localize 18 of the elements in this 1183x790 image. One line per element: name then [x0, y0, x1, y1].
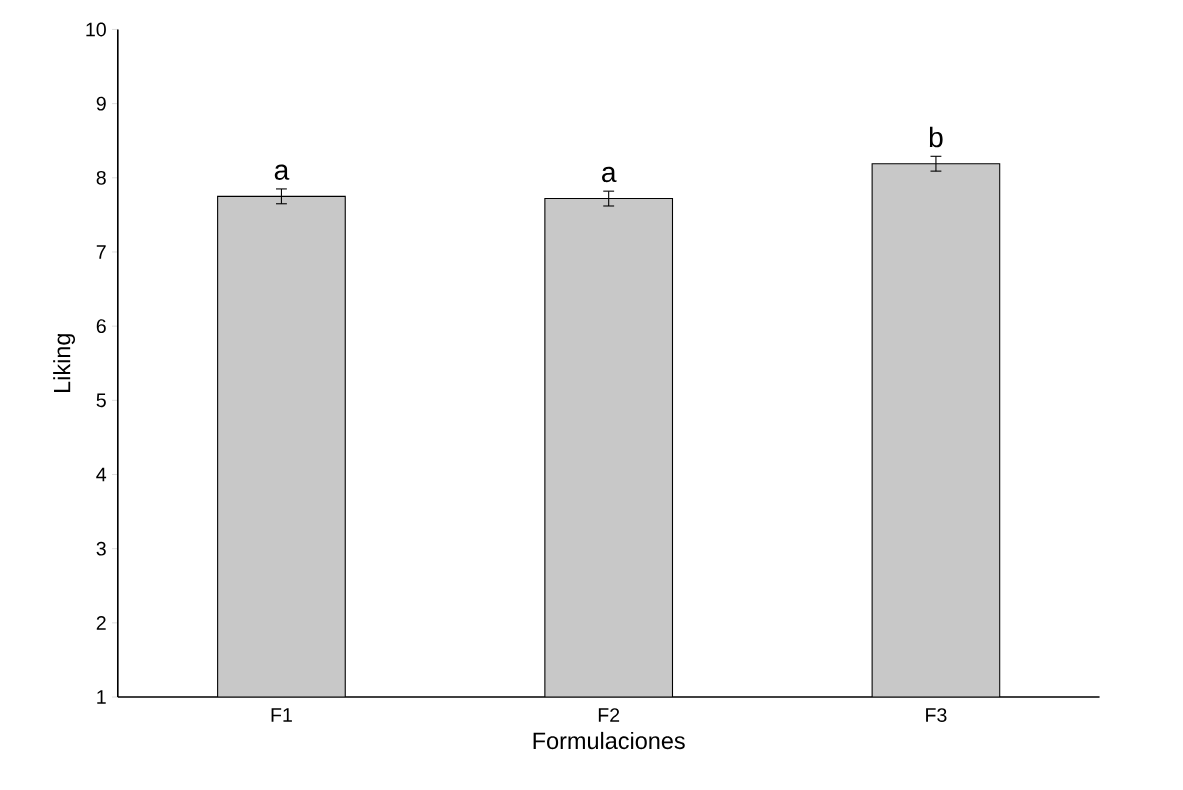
y-tick-label: 10: [86, 22, 106, 37]
annotation: a: [602, 166, 617, 183]
x-tick-label: F1: [271, 708, 292, 722]
y-tick-label: 6: [96, 319, 106, 333]
y-tick-label: 5: [96, 393, 106, 408]
annotation: b: [929, 126, 943, 148]
annotation: a: [274, 164, 290, 180]
y-tick-label: 2: [96, 615, 106, 630]
y-axis-title: Liking: [53, 333, 76, 392]
y-tick-label: 7: [96, 245, 106, 259]
y-tick-label: 8: [96, 170, 106, 185]
y-tick-label: 9: [96, 96, 106, 111]
x-tick-label: F2: [598, 708, 620, 722]
y-tick-label: 4: [96, 467, 107, 482]
y-tick-label: 3: [96, 541, 106, 556]
x-tick-label: F3: [926, 708, 947, 722]
x-axis-title: Formulaciones: [533, 731, 685, 749]
y-tick-label: 1: [97, 690, 106, 704]
